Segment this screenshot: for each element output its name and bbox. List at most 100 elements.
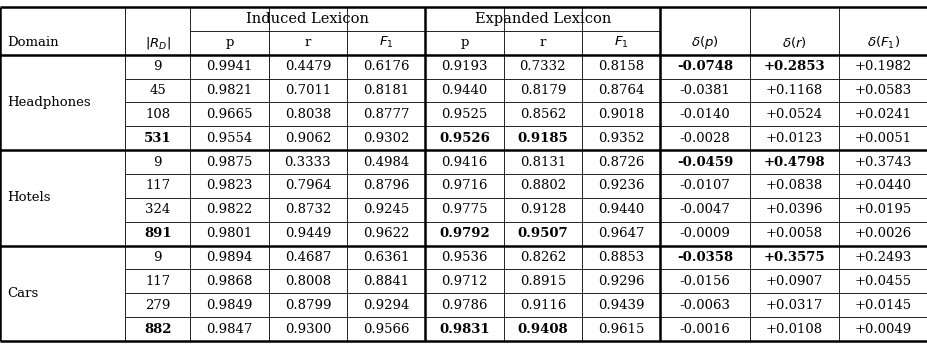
Text: 0.9128: 0.9128 bbox=[519, 203, 565, 216]
Text: 0.8841: 0.8841 bbox=[362, 275, 409, 288]
Text: +0.0396: +0.0396 bbox=[765, 203, 822, 216]
Text: Induced Lexicon: Induced Lexicon bbox=[246, 12, 369, 26]
Text: 0.7332: 0.7332 bbox=[519, 60, 565, 73]
Text: Expanded Lexicon: Expanded Lexicon bbox=[475, 12, 610, 26]
Text: 0.7011: 0.7011 bbox=[285, 84, 331, 97]
Text: +0.3575: +0.3575 bbox=[763, 251, 824, 264]
Text: -0.0140: -0.0140 bbox=[679, 108, 730, 121]
Text: 0.9526: 0.9526 bbox=[438, 132, 489, 145]
Text: 0.9831: 0.9831 bbox=[438, 323, 489, 335]
Text: 0.9875: 0.9875 bbox=[206, 156, 252, 168]
Text: $\delta(r)$: $\delta(r)$ bbox=[781, 35, 806, 50]
Text: 279: 279 bbox=[145, 299, 171, 312]
Text: +0.4798: +0.4798 bbox=[763, 156, 824, 168]
Text: $F_1$: $F_1$ bbox=[378, 35, 393, 50]
Text: Headphones: Headphones bbox=[7, 96, 91, 109]
Text: 0.8796: 0.8796 bbox=[362, 180, 409, 192]
Text: +0.0123: +0.0123 bbox=[765, 132, 822, 145]
Text: 0.3333: 0.3333 bbox=[285, 156, 331, 168]
Text: 0.8562: 0.8562 bbox=[519, 108, 565, 121]
Text: 0.9847: 0.9847 bbox=[206, 323, 252, 335]
Text: -0.0156: -0.0156 bbox=[679, 275, 730, 288]
Text: +0.0026: +0.0026 bbox=[854, 227, 911, 240]
Text: 117: 117 bbox=[145, 180, 171, 192]
Text: +0.0145: +0.0145 bbox=[854, 299, 911, 312]
Text: 0.8038: 0.8038 bbox=[285, 108, 331, 121]
Text: 0.9786: 0.9786 bbox=[441, 299, 488, 312]
Text: +0.0583: +0.0583 bbox=[854, 84, 911, 97]
Text: -0.0047: -0.0047 bbox=[679, 203, 730, 216]
Text: 0.4984: 0.4984 bbox=[362, 156, 409, 168]
Text: 0.9712: 0.9712 bbox=[441, 275, 488, 288]
Text: 0.8131: 0.8131 bbox=[519, 156, 565, 168]
Text: 0.9554: 0.9554 bbox=[206, 132, 252, 145]
Text: +0.0317: +0.0317 bbox=[765, 299, 822, 312]
Text: 0.8158: 0.8158 bbox=[598, 60, 643, 73]
Text: +0.0455: +0.0455 bbox=[854, 275, 911, 288]
Text: Cars: Cars bbox=[7, 287, 39, 300]
Text: Domain: Domain bbox=[7, 36, 59, 49]
Text: r: r bbox=[304, 36, 311, 49]
Text: -0.0748: -0.0748 bbox=[676, 60, 732, 73]
Text: +0.0049: +0.0049 bbox=[854, 323, 911, 335]
Text: 531: 531 bbox=[144, 132, 171, 145]
Text: -0.0358: -0.0358 bbox=[676, 251, 732, 264]
Text: 9: 9 bbox=[153, 251, 162, 264]
Text: 0.9300: 0.9300 bbox=[285, 323, 331, 335]
Text: -0.0009: -0.0009 bbox=[679, 227, 730, 240]
Text: +0.0241: +0.0241 bbox=[854, 108, 911, 121]
Text: 0.9440: 0.9440 bbox=[441, 84, 488, 97]
Text: 0.9536: 0.9536 bbox=[441, 251, 488, 264]
Text: 0.8802: 0.8802 bbox=[519, 180, 565, 192]
Text: -0.0459: -0.0459 bbox=[676, 156, 732, 168]
Text: +0.1168: +0.1168 bbox=[765, 84, 822, 97]
Text: +0.0907: +0.0907 bbox=[765, 275, 822, 288]
Text: +0.0195: +0.0195 bbox=[854, 203, 911, 216]
Text: 891: 891 bbox=[144, 227, 171, 240]
Text: 0.6361: 0.6361 bbox=[362, 251, 409, 264]
Text: +0.2493: +0.2493 bbox=[854, 251, 911, 264]
Text: 0.8915: 0.8915 bbox=[519, 275, 565, 288]
Text: 0.9302: 0.9302 bbox=[362, 132, 409, 145]
Text: 0.9647: 0.9647 bbox=[597, 227, 643, 240]
Text: 0.9525: 0.9525 bbox=[441, 108, 488, 121]
Text: 0.9439: 0.9439 bbox=[597, 299, 643, 312]
Text: +0.0440: +0.0440 bbox=[854, 180, 911, 192]
Text: 0.9823: 0.9823 bbox=[206, 180, 252, 192]
Text: 117: 117 bbox=[145, 275, 171, 288]
Text: 0.9236: 0.9236 bbox=[597, 180, 643, 192]
Text: 0.9615: 0.9615 bbox=[597, 323, 643, 335]
Text: -0.0063: -0.0063 bbox=[679, 299, 730, 312]
Text: 0.9440: 0.9440 bbox=[597, 203, 643, 216]
Text: p: p bbox=[225, 36, 234, 49]
Text: 0.9296: 0.9296 bbox=[597, 275, 643, 288]
Text: 0.9416: 0.9416 bbox=[441, 156, 488, 168]
Text: 0.8181: 0.8181 bbox=[362, 84, 409, 97]
Text: 0.9018: 0.9018 bbox=[597, 108, 643, 121]
Text: 45: 45 bbox=[149, 84, 166, 97]
Text: 0.9185: 0.9185 bbox=[517, 132, 567, 145]
Text: 0.9849: 0.9849 bbox=[206, 299, 252, 312]
Text: 9: 9 bbox=[153, 60, 162, 73]
Text: 0.8764: 0.8764 bbox=[597, 84, 643, 97]
Text: 0.4479: 0.4479 bbox=[285, 60, 331, 73]
Text: 0.9622: 0.9622 bbox=[362, 227, 409, 240]
Text: $F_1$: $F_1$ bbox=[614, 35, 628, 50]
Text: 0.9822: 0.9822 bbox=[206, 203, 252, 216]
Text: 0.8008: 0.8008 bbox=[285, 275, 331, 288]
Text: 0.9193: 0.9193 bbox=[441, 60, 488, 73]
Text: 0.9941: 0.9941 bbox=[206, 60, 252, 73]
Text: 0.9716: 0.9716 bbox=[441, 180, 488, 192]
Text: +0.0058: +0.0058 bbox=[765, 227, 822, 240]
Text: 0.9352: 0.9352 bbox=[597, 132, 643, 145]
Text: $|R_D|$: $|R_D|$ bbox=[145, 35, 171, 51]
Text: +0.0838: +0.0838 bbox=[765, 180, 822, 192]
Text: 0.7964: 0.7964 bbox=[285, 180, 331, 192]
Text: 0.9801: 0.9801 bbox=[206, 227, 252, 240]
Text: 0.9821: 0.9821 bbox=[206, 84, 252, 97]
Text: 0.9294: 0.9294 bbox=[362, 299, 409, 312]
Text: Hotels: Hotels bbox=[7, 191, 51, 204]
Text: -0.0381: -0.0381 bbox=[679, 84, 730, 97]
Text: r: r bbox=[540, 36, 545, 49]
Text: 0.8262: 0.8262 bbox=[519, 251, 565, 264]
